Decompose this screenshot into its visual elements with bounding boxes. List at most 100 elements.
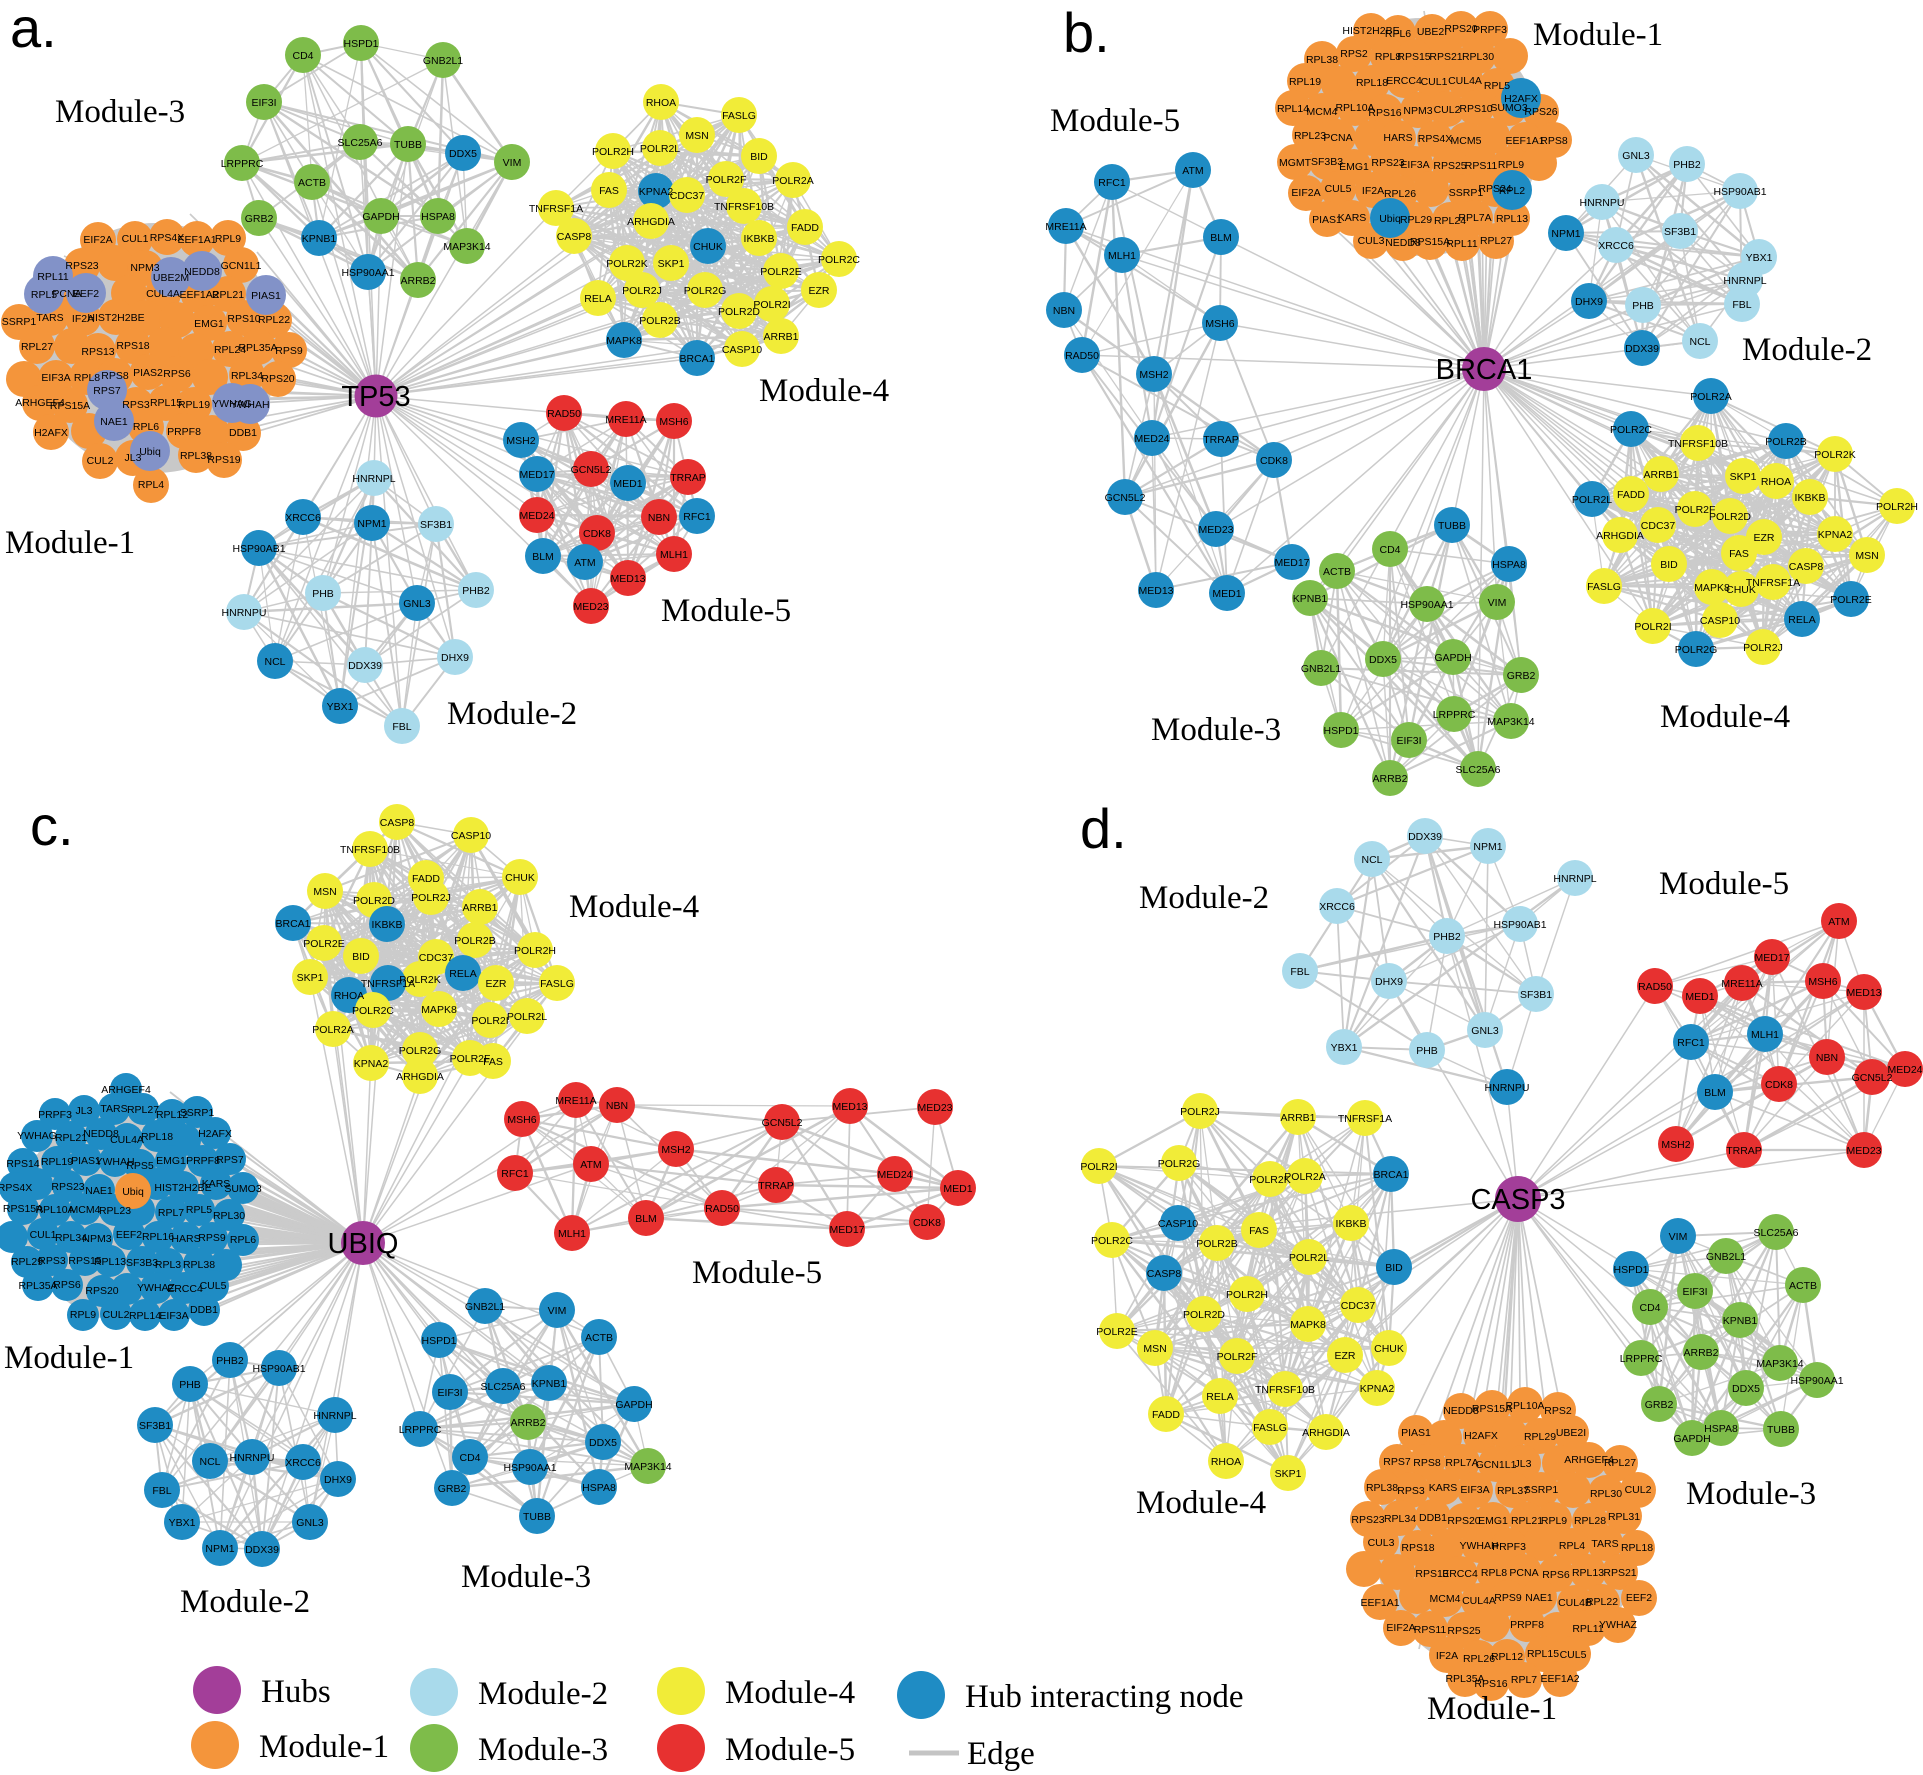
svg-text:LRPPRC: LRPPRC — [221, 158, 264, 170]
svg-text:CUL2: CUL2 — [1434, 104, 1461, 116]
svg-text:CASP8: CASP8 — [380, 817, 415, 829]
svg-text:CDK8: CDK8 — [1260, 455, 1288, 467]
svg-text:XRCC6: XRCC6 — [1598, 240, 1634, 252]
svg-text:Module-5: Module-5 — [661, 593, 791, 629]
svg-text:MAP3K14: MAP3K14 — [1487, 716, 1534, 728]
svg-text:BLM: BLM — [635, 1213, 657, 1225]
svg-text:HNRNPU: HNRNPU — [222, 607, 267, 619]
svg-text:RPS11: RPS11 — [1414, 1624, 1447, 1636]
svg-text:RPS14: RPS14 — [6, 1158, 39, 1170]
svg-text:EIF2A: EIF2A — [1386, 1622, 1415, 1634]
svg-text:GRB2: GRB2 — [438, 1483, 467, 1495]
svg-text:GNB2L1: GNB2L1 — [465, 1301, 505, 1313]
svg-text:HSP90AB1: HSP90AB1 — [232, 543, 285, 555]
svg-text:ARHGDIA: ARHGDIA — [1302, 1427, 1350, 1439]
svg-text:POLR2K: POLR2K — [606, 258, 647, 270]
svg-text:RPL5: RPL5 — [31, 289, 57, 301]
svg-text:d.: d. — [1080, 797, 1127, 860]
svg-text:RPL6: RPL6 — [230, 1234, 256, 1246]
svg-text:ATM: ATM — [1828, 916, 1849, 928]
svg-text:NCL: NCL — [1689, 336, 1710, 348]
svg-text:HSPA8: HSPA8 — [582, 1482, 616, 1494]
svg-text:RPL9: RPL9 — [1498, 159, 1524, 171]
svg-text:TNFRSF10B: TNFRSF10B — [1255, 1384, 1315, 1396]
svg-text:MED23: MED23 — [573, 601, 608, 613]
svg-text:NCL: NCL — [199, 1456, 220, 1468]
svg-text:VIM: VIM — [548, 1305, 567, 1317]
svg-text:Module-4: Module-4 — [725, 1675, 855, 1711]
svg-text:FADD: FADD — [1152, 1409, 1180, 1421]
svg-text:RPL27: RPL27 — [127, 1104, 159, 1116]
svg-text:EIF3A: EIF3A — [1400, 159, 1429, 171]
svg-text:GNB2L1: GNB2L1 — [423, 55, 463, 67]
svg-text:RPL5: RPL5 — [186, 1204, 212, 1216]
svg-text:CASP10: CASP10 — [1700, 615, 1740, 627]
svg-text:SF3B1: SF3B1 — [1664, 226, 1696, 238]
svg-text:HSPD1: HSPD1 — [1323, 725, 1358, 737]
svg-text:YWHAG: YWHAG — [17, 1130, 57, 1142]
svg-text:TARS: TARS — [36, 312, 63, 324]
svg-text:SSRP1: SSRP1 — [2, 316, 37, 328]
svg-text:EIF3I: EIF3I — [1682, 1286, 1707, 1298]
svg-text:HNRNPL: HNRNPL — [352, 473, 395, 485]
svg-text:EEF1A1: EEF1A1 — [1505, 135, 1544, 147]
svg-text:PCNA: PCNA — [1323, 132, 1352, 144]
svg-text:POLR2F: POLR2F — [450, 1053, 491, 1065]
svg-text:RPL19: RPL19 — [178, 399, 210, 411]
svg-text:RELA: RELA — [1788, 614, 1815, 626]
svg-text:KPNA2: KPNA2 — [1360, 1383, 1395, 1395]
svg-text:EMG1: EMG1 — [1478, 1515, 1508, 1527]
svg-text:POLR2J: POLR2J — [1180, 1106, 1220, 1118]
svg-text:MED1: MED1 — [613, 478, 642, 490]
svg-text:TNFRSF10B: TNFRSF10B — [714, 201, 774, 213]
svg-text:TNFRSF10B: TNFRSF10B — [1668, 438, 1728, 450]
svg-text:TNFRSF1A: TNFRSF1A — [529, 203, 583, 215]
svg-text:KPNA2: KPNA2 — [639, 186, 674, 198]
svg-text:RELA: RELA — [1206, 1391, 1233, 1403]
svg-text:NEDD8: NEDD8 — [184, 266, 220, 278]
svg-text:ATM: ATM — [580, 1159, 601, 1171]
svg-text:MCM4: MCM4 — [70, 1204, 101, 1216]
svg-text:RPL29: RPL29 — [1400, 214, 1432, 226]
svg-text:FBL: FBL — [152, 1485, 171, 1497]
svg-text:POLR2E: POLR2E — [303, 938, 344, 950]
svg-text:MSH6: MSH6 — [507, 1114, 536, 1126]
svg-text:MRE11A: MRE11A — [555, 1095, 596, 1107]
svg-text:MRE11A: MRE11A — [1721, 978, 1762, 990]
svg-text:POLR2J: POLR2J — [411, 892, 451, 904]
svg-text:ARRB1: ARRB1 — [462, 902, 497, 914]
svg-text:RPS3: RPS3 — [122, 399, 150, 411]
svg-text:RPL6: RPL6 — [1385, 28, 1411, 40]
svg-text:RPS2: RPS2 — [1340, 48, 1368, 60]
svg-text:Module-2: Module-2 — [180, 1584, 310, 1620]
svg-text:TNFRSF10B: TNFRSF10B — [340, 844, 400, 856]
svg-text:RPS8: RPS8 — [101, 370, 129, 382]
svg-text:Module-2: Module-2 — [478, 1676, 608, 1712]
svg-text:RPL34: RPL34 — [55, 1232, 87, 1244]
svg-text:SKP1: SKP1 — [1730, 471, 1757, 483]
svg-text:POLR2H: POLR2H — [1876, 501, 1918, 513]
svg-text:KPNB1: KPNB1 — [1723, 1315, 1758, 1327]
svg-text:RPS15: RPS15 — [1397, 51, 1430, 63]
svg-text:MSH6: MSH6 — [1808, 976, 1837, 988]
svg-text:RPL10A: RPL10A — [35, 1204, 74, 1216]
svg-text:TP53: TP53 — [341, 381, 410, 413]
svg-text:BRCA1: BRCA1 — [1436, 354, 1533, 386]
svg-text:IF2A: IF2A — [1362, 185, 1384, 197]
svg-text:EEF1A2: EEF1A2 — [179, 289, 218, 301]
svg-text:HARS: HARS — [1383, 132, 1412, 144]
svg-text:JL3: JL3 — [76, 1105, 93, 1117]
svg-text:MGMT: MGMT — [1279, 157, 1312, 169]
svg-text:MSH2: MSH2 — [1661, 1139, 1690, 1151]
svg-text:HSP90AB1: HSP90AB1 — [1493, 919, 1546, 931]
svg-text:EZR: EZR — [809, 285, 830, 297]
svg-text:PIAS1: PIAS1 — [251, 290, 281, 302]
svg-text:POLR2I: POLR2I — [1080, 1161, 1117, 1173]
svg-text:RPS5: RPS5 — [126, 1160, 154, 1172]
svg-text:MED17: MED17 — [1754, 952, 1789, 964]
svg-text:POLR2D: POLR2D — [718, 306, 760, 318]
svg-text:GCN5L2: GCN5L2 — [1105, 492, 1146, 504]
svg-text:RPL26: RPL26 — [1463, 1653, 1495, 1665]
svg-text:Module-4: Module-4 — [569, 889, 699, 925]
svg-text:POLR2H: POLR2H — [514, 945, 556, 957]
